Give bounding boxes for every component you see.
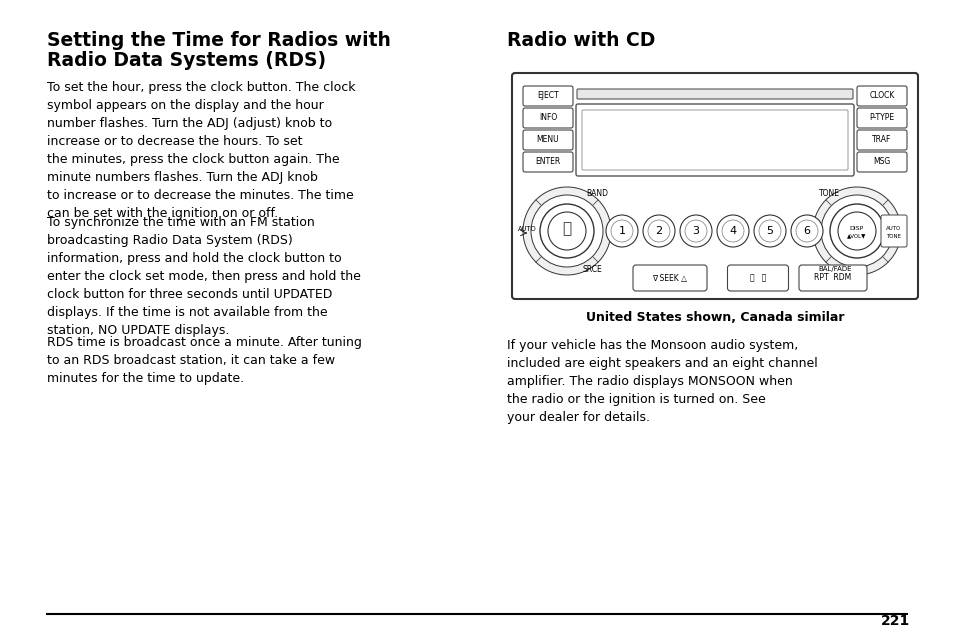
Text: 1: 1 — [618, 226, 625, 236]
Circle shape — [610, 220, 633, 242]
Text: ⏻: ⏻ — [562, 221, 571, 237]
Circle shape — [539, 204, 594, 258]
FancyBboxPatch shape — [522, 152, 573, 172]
Circle shape — [679, 215, 711, 247]
FancyBboxPatch shape — [577, 89, 852, 99]
FancyBboxPatch shape — [633, 265, 706, 291]
Circle shape — [812, 187, 900, 275]
FancyBboxPatch shape — [522, 130, 573, 150]
Text: ENTER: ENTER — [535, 158, 560, 167]
Text: P-TYPE: P-TYPE — [868, 113, 894, 123]
FancyBboxPatch shape — [856, 108, 906, 128]
Text: AUTO: AUTO — [885, 226, 901, 230]
Circle shape — [522, 187, 610, 275]
FancyBboxPatch shape — [799, 265, 866, 291]
FancyBboxPatch shape — [880, 215, 906, 247]
FancyBboxPatch shape — [856, 152, 906, 172]
Circle shape — [795, 220, 817, 242]
Circle shape — [829, 204, 883, 258]
Circle shape — [684, 220, 706, 242]
Circle shape — [837, 212, 875, 250]
Circle shape — [753, 215, 785, 247]
Text: 3: 3 — [692, 226, 699, 236]
Text: ∇ SEEK △: ∇ SEEK △ — [652, 273, 687, 282]
Circle shape — [605, 215, 638, 247]
Text: Radio with CD: Radio with CD — [506, 31, 655, 50]
Text: To set the hour, press the clock button. The clock
symbol appears on the display: To set the hour, press the clock button.… — [47, 81, 355, 220]
FancyBboxPatch shape — [522, 86, 573, 106]
Circle shape — [531, 195, 602, 267]
Circle shape — [642, 215, 675, 247]
Text: SRCE: SRCE — [581, 265, 601, 273]
Text: TONE: TONE — [885, 233, 901, 238]
Text: Radio Data Systems (RDS): Radio Data Systems (RDS) — [47, 51, 326, 70]
FancyBboxPatch shape — [581, 110, 847, 170]
Text: AUTO: AUTO — [517, 226, 537, 232]
Text: MENU: MENU — [537, 135, 558, 144]
Text: If your vehicle has the Monsoon audio system,
included are eight speakers and an: If your vehicle has the Monsoon audio sy… — [506, 339, 817, 424]
Text: INFO: INFO — [538, 113, 557, 123]
Circle shape — [821, 195, 892, 267]
Text: ▲VOL▼: ▲VOL▼ — [846, 233, 865, 238]
Text: CLOCK: CLOCK — [868, 92, 894, 100]
Text: DISP: DISP — [849, 226, 863, 230]
Text: RPT  RDM: RPT RDM — [814, 273, 851, 282]
Circle shape — [790, 215, 822, 247]
Text: ⏮   ⏭: ⏮ ⏭ — [749, 273, 765, 282]
Text: BAL/FADE: BAL/FADE — [818, 266, 851, 272]
Text: TONE: TONE — [818, 188, 839, 198]
FancyBboxPatch shape — [856, 86, 906, 106]
Text: Setting the Time for Radios with: Setting the Time for Radios with — [47, 31, 391, 50]
Circle shape — [759, 220, 781, 242]
Text: MSG: MSG — [872, 158, 890, 167]
Circle shape — [717, 215, 748, 247]
Circle shape — [721, 220, 743, 242]
Text: RDS time is broadcast once a minute. After tuning
to an RDS broadcast station, i: RDS time is broadcast once a minute. Aft… — [47, 336, 361, 385]
Circle shape — [547, 212, 585, 250]
Text: EJECT: EJECT — [537, 92, 558, 100]
Circle shape — [647, 220, 669, 242]
Text: 6: 6 — [802, 226, 810, 236]
Text: United States shown, Canada similar: United States shown, Canada similar — [585, 311, 843, 324]
FancyBboxPatch shape — [727, 265, 788, 291]
FancyBboxPatch shape — [856, 130, 906, 150]
Text: 5: 5 — [765, 226, 773, 236]
Text: 221: 221 — [880, 614, 909, 628]
Text: 4: 4 — [729, 226, 736, 236]
Text: 2: 2 — [655, 226, 662, 236]
Text: BAND: BAND — [585, 188, 607, 198]
FancyBboxPatch shape — [512, 73, 917, 299]
FancyBboxPatch shape — [522, 108, 573, 128]
Text: TRAF: TRAF — [871, 135, 891, 144]
FancyBboxPatch shape — [576, 104, 853, 176]
Text: To synchronize the time with an FM station
broadcasting Radio Data System (RDS)
: To synchronize the time with an FM stati… — [47, 216, 360, 337]
